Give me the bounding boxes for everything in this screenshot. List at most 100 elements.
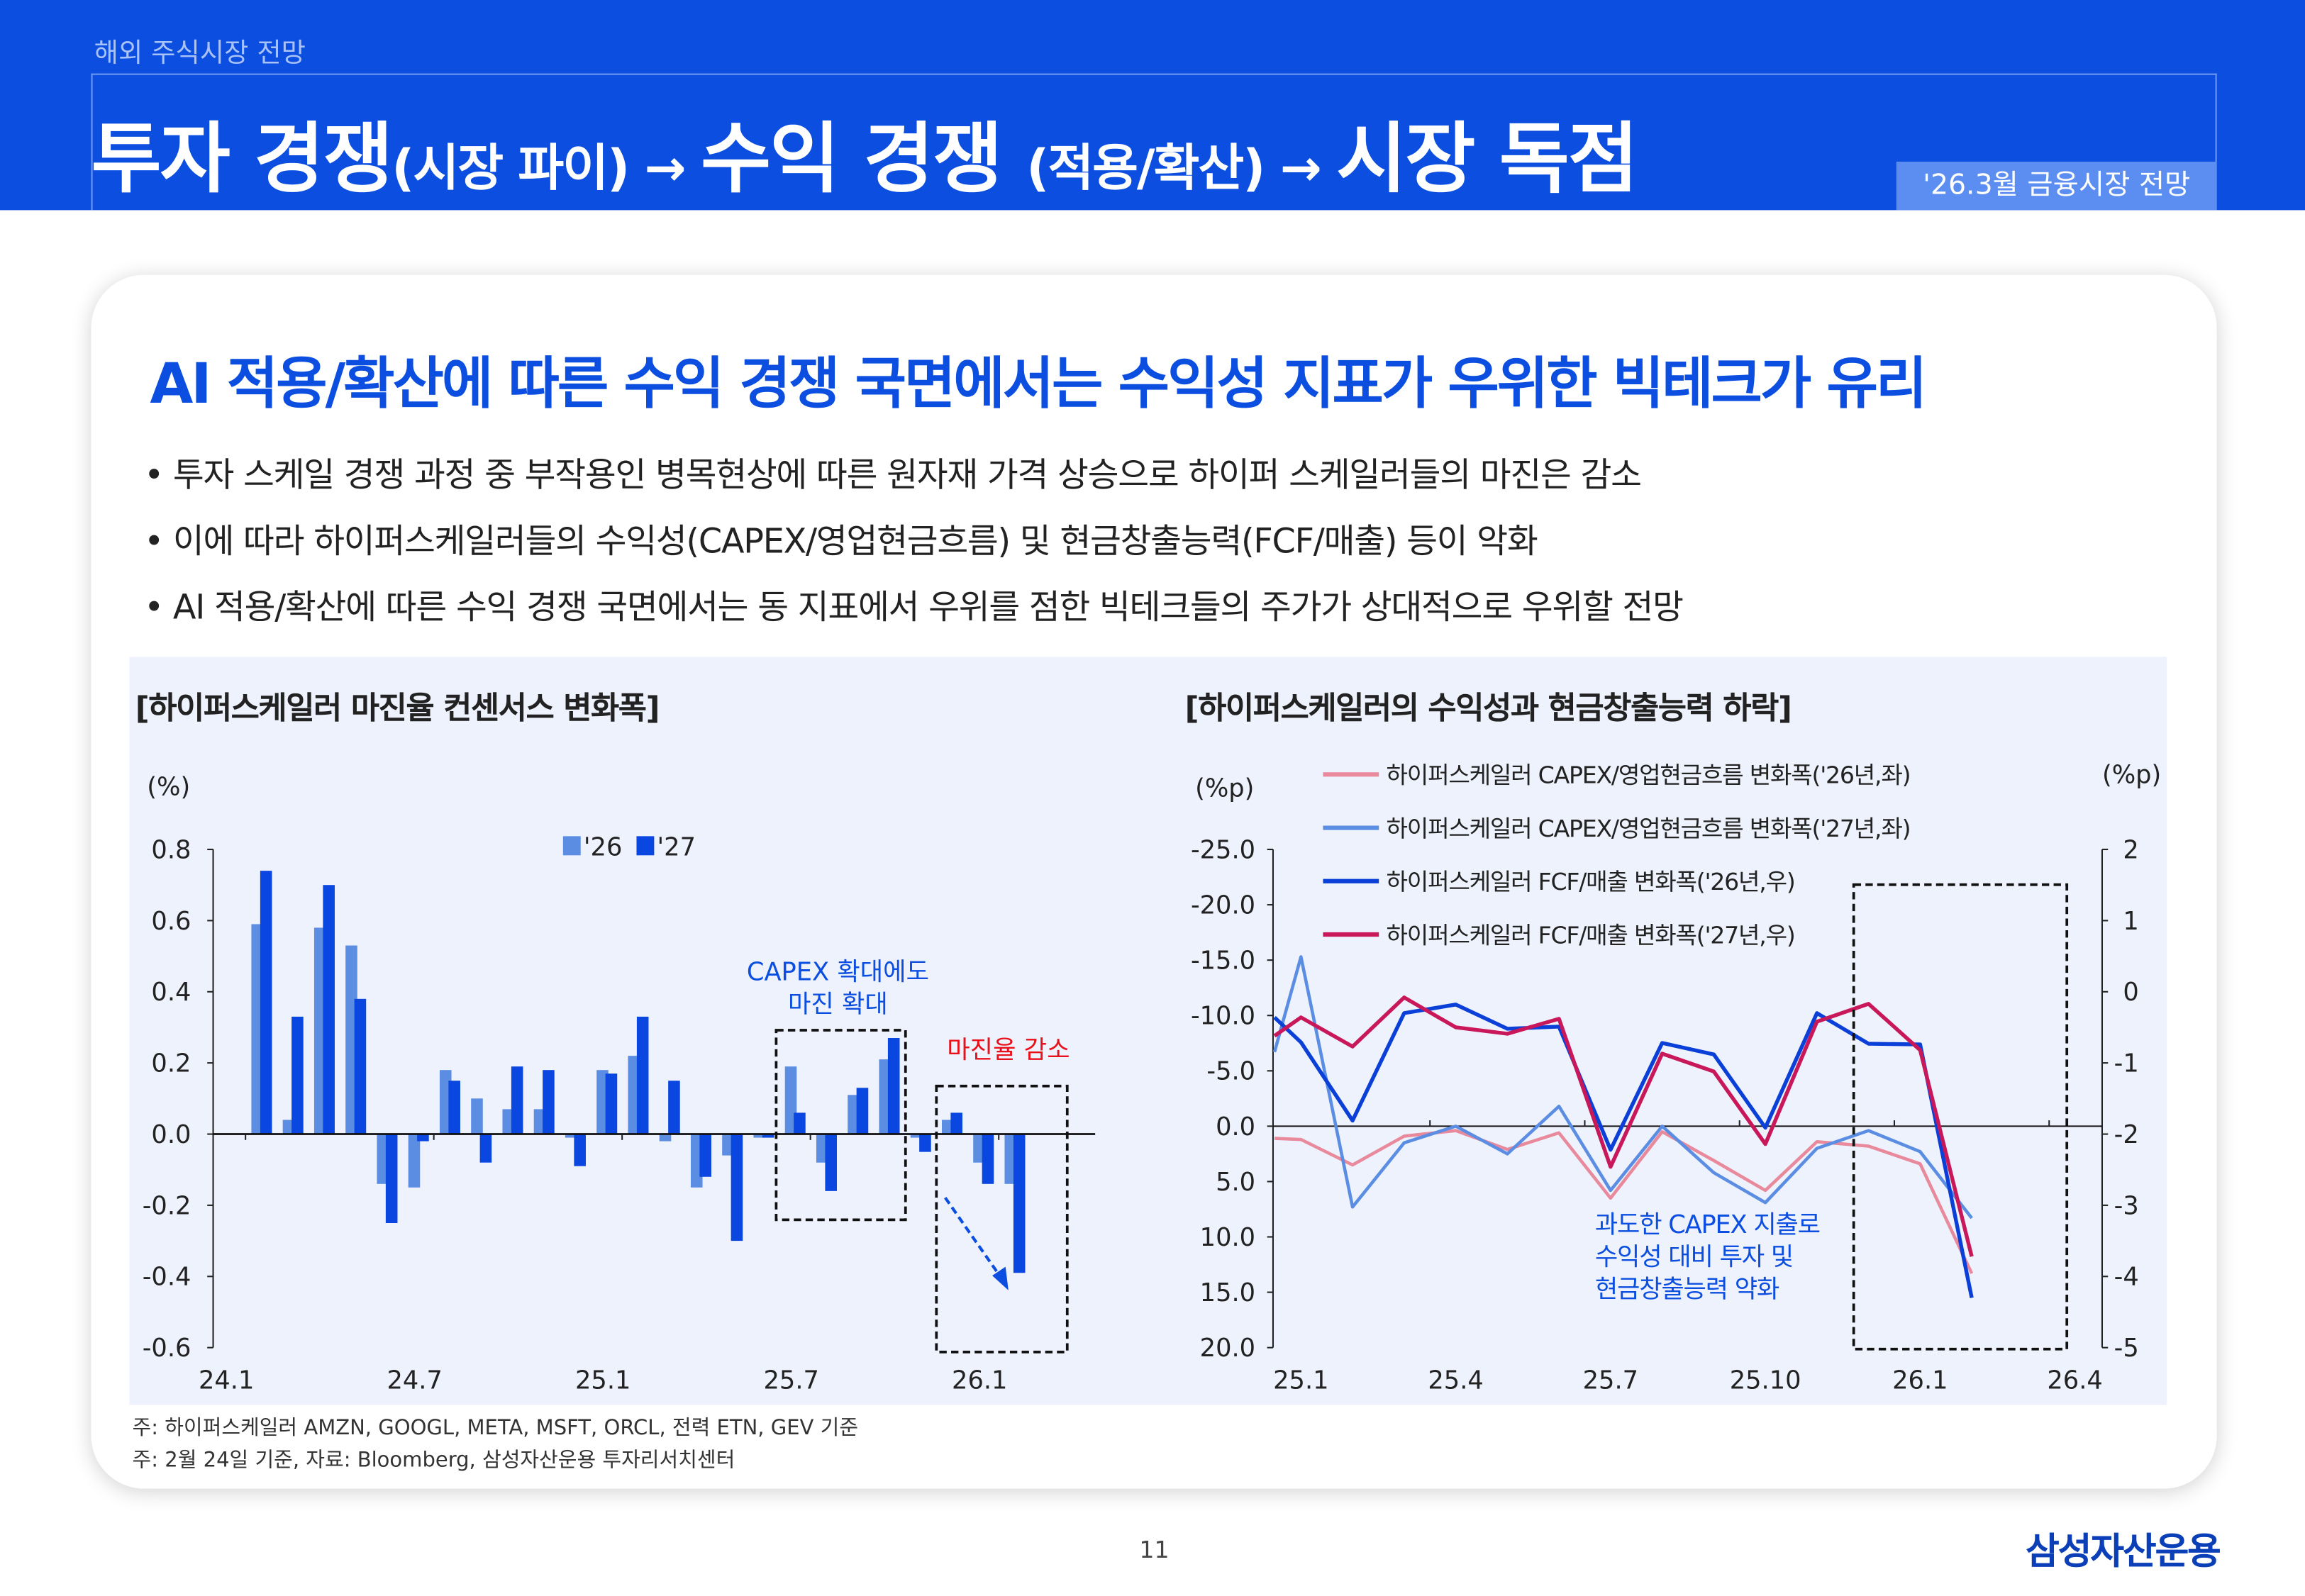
highlight-box (1852, 883, 2069, 1351)
bar-26 (471, 1098, 483, 1134)
annotation-text: 현금창출능력 약화 (1595, 1275, 1779, 1304)
bar-26 (659, 1134, 672, 1142)
annotation-text: 수익성 대비 투자 및 (1595, 1243, 1793, 1272)
legend-label: 하이퍼스케일러 CAPEX/영업현금흐름 변화폭('26년,좌) (1387, 761, 1911, 789)
y-axis-unit: (%) (147, 772, 190, 801)
bar-27 (479, 1134, 492, 1163)
left-y-tick-label: 15.0 (1200, 1278, 1255, 1307)
highlight-box (935, 1084, 1069, 1354)
series-line-1 (1272, 955, 1973, 1220)
y-tick-label: 0.6 (151, 907, 191, 936)
x-tick-label: 24.7 (387, 1366, 442, 1395)
x-tick-label: 25.7 (764, 1366, 819, 1395)
bar-27 (543, 1070, 555, 1134)
right-y-tick-label: -5 (2114, 1334, 2139, 1363)
x-tick-label: 25.1 (1273, 1366, 1328, 1395)
bar-26 (565, 1134, 577, 1138)
right-chart-title: [하이퍼스케일러의 수익성과 현금창출능력 하락] (1184, 691, 1792, 726)
page-number: 11 (1139, 1535, 1170, 1564)
content-heading: AI 적용/확산에 따른 수익 경쟁 국면에서는 수익성 지표가 우위한 빅테크… (150, 351, 1927, 416)
bar-27 (794, 1112, 806, 1134)
bar-27 (448, 1081, 460, 1134)
bar-27 (982, 1134, 994, 1184)
x-tick-label: 24.1 (199, 1366, 254, 1395)
date-badge: '26.3월 금융시장 전망 (1896, 161, 2217, 211)
left-y-tick-label: -10.0 (1191, 1002, 1255, 1031)
y-tick-label: -0.6 (143, 1334, 191, 1363)
right-y-axis-unit: (%p) (2102, 761, 2161, 790)
title-part: (시장 파이) → (391, 139, 701, 199)
left-y-axis-unit: (%p) (1195, 774, 1254, 803)
y-tick-label: -0.2 (143, 1191, 191, 1220)
bullet-item: • AI 적용/확산에 따른 수익 경쟁 국면에서는 동 지표에서 우위를 점한… (144, 589, 1684, 628)
left-y-tick-label: -5.0 (1206, 1057, 1255, 1086)
bar-26 (753, 1134, 766, 1138)
x-tick-label: 25.10 (1730, 1366, 1801, 1395)
x-tick-label: 25.7 (1583, 1366, 1638, 1395)
legend-swatch (562, 836, 581, 856)
highlight-box (774, 1029, 907, 1222)
right-y-tick-label: 2 (2123, 835, 2138, 864)
series-line-0 (1274, 1129, 1974, 1275)
series-line-2 (1273, 1003, 1974, 1298)
title-part: 투자 경쟁 (91, 116, 394, 205)
title-part: 수익 경쟁 (700, 116, 1027, 205)
y-tick-label: 0.8 (151, 835, 191, 864)
header-frame (91, 73, 2217, 211)
footnote: 주: 2월 24일 기준, 자료: Bloomberg, 삼성자산운용 투자리서… (132, 1449, 735, 1473)
x-tick-label: 26.1 (1892, 1366, 1948, 1395)
x-tick-label: 26.1 (952, 1366, 1007, 1395)
bar-27 (762, 1134, 774, 1138)
title-part: (적용/확산) → (1026, 139, 1337, 199)
arrow-head-icon (992, 1266, 1009, 1290)
bar-27 (950, 1112, 962, 1134)
page-title: 투자 경쟁(시장 파이) → 수익 경쟁 (적용/확산) → 시장 독점 (91, 97, 1639, 207)
right-y-tick-label: -4 (2114, 1263, 2139, 1292)
bar-27 (919, 1134, 931, 1152)
bar-27 (731, 1134, 743, 1241)
bar-27 (605, 1073, 618, 1134)
company-logo: 삼성자산운용 (2026, 1529, 2221, 1573)
title-part: 시장 독점 (1336, 116, 1638, 205)
bar-27 (1013, 1134, 1026, 1273)
bar-27 (323, 885, 335, 1134)
y-tick-label: -0.4 (143, 1263, 191, 1292)
bar-27 (668, 1081, 680, 1134)
left-y-tick-label: -15.0 (1191, 947, 1255, 976)
annotation-text: CAPEX 확대에도 (747, 957, 929, 986)
bar-26 (408, 1134, 421, 1188)
left-y-tick-label: -25.0 (1191, 835, 1255, 864)
bullet-item: • 이에 따라 하이퍼스케일러들의 수익성(CAPEX/영업현금흐름) 및 현금… (144, 523, 1538, 562)
x-tick-label: 25.1 (575, 1366, 631, 1395)
y-tick-label: 0.2 (151, 1049, 191, 1078)
footnote: 주: 하이퍼스케일러 AMZN, GOOGL, META, MSFT, ORCL… (132, 1417, 859, 1441)
y-tick-label: 0.0 (151, 1120, 191, 1149)
legend-label: 하이퍼스케일러 CAPEX/영업현금흐름 변화폭('27년,좌) (1387, 815, 1911, 842)
legend-label: '27 (657, 832, 696, 861)
left-y-tick-label: 0.0 (1216, 1112, 1255, 1142)
x-tick-label: 26.4 (2047, 1366, 2102, 1395)
annotation-text: 마진율 감소 (947, 1035, 1070, 1064)
x-tick-label: 25.4 (1428, 1366, 1483, 1395)
section-label: 해외 주식시장 전망 (94, 38, 306, 69)
right-y-tick-label: -1 (2114, 1049, 2139, 1078)
left-y-tick-label: 20.0 (1200, 1334, 1255, 1363)
annotation-text: 마진 확대 (788, 990, 888, 1019)
right-y-tick-label: 1 (2123, 907, 2138, 936)
legend-swatch (636, 836, 655, 856)
legend-label: 하이퍼스케일러 FCF/매출 변화폭('26년,우) (1387, 868, 1795, 895)
right-y-tick-label: -3 (2114, 1191, 2139, 1220)
bar-27 (385, 1134, 398, 1224)
right-y-tick-label: 0 (2123, 978, 2138, 1007)
bar-27 (825, 1134, 837, 1191)
bar-27 (887, 1038, 900, 1134)
chart-panel (129, 657, 2167, 1405)
series-line-3 (1273, 995, 1974, 1257)
bar-27 (574, 1134, 586, 1166)
bullet-item: • 투자 스케일 경쟁 과정 중 부작용인 병목현상에 따른 원자재 가격 상승… (144, 457, 1642, 496)
left-y-tick-label: 5.0 (1216, 1168, 1255, 1197)
bar-27 (856, 1088, 869, 1134)
trend-arrow (944, 1197, 1001, 1277)
